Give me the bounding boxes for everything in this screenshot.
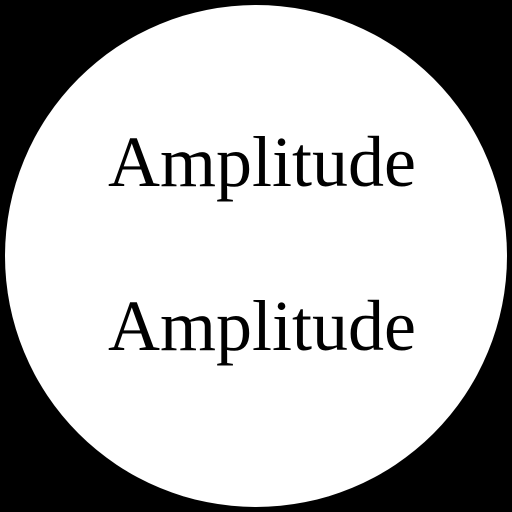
white-circle (5, 5, 507, 507)
bottom-label: Amplitude (108, 286, 416, 366)
top-label: Amplitude (108, 122, 416, 202)
